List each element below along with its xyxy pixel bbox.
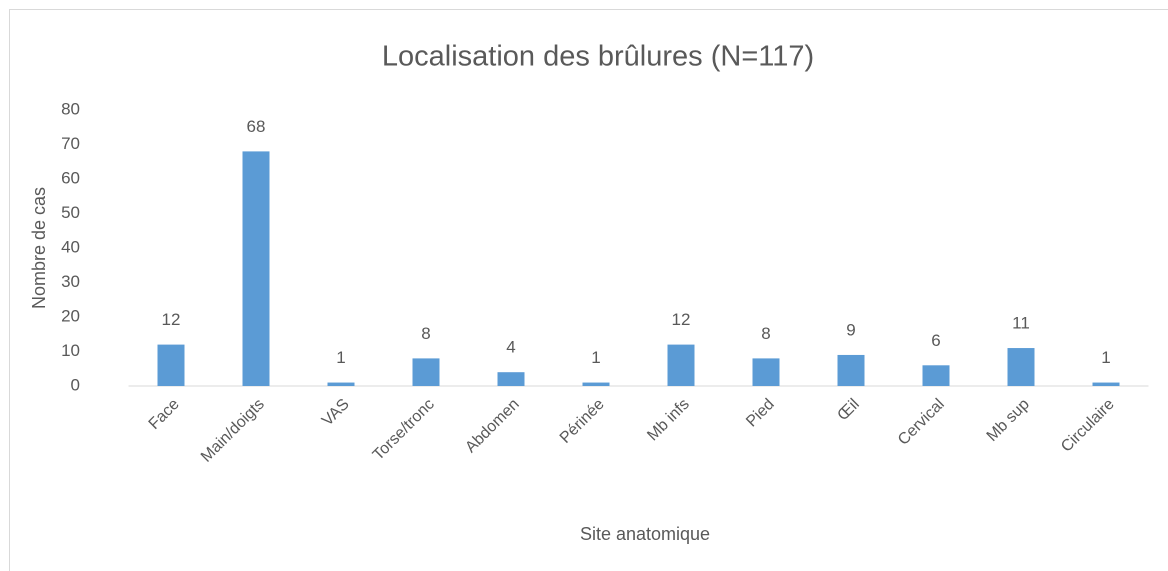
bar — [412, 358, 440, 386]
bar — [922, 365, 950, 386]
chart-title: Localisation des brûlures (N=117) — [382, 41, 814, 73]
bar — [837, 354, 865, 386]
y-tick-label: 0 — [71, 375, 80, 394]
x-tick-label: Pied — [743, 396, 778, 431]
x-tick-label: Périnée — [557, 396, 608, 447]
x-tick-label: Torse/tronc — [370, 396, 438, 464]
bar — [667, 344, 695, 386]
x-tick-label: Mb infs — [644, 396, 693, 445]
x-tick-label: Cervical — [895, 396, 948, 449]
x-tick-label: Face — [146, 396, 183, 433]
value-label: 1 — [591, 348, 600, 367]
value-label: 68 — [247, 117, 266, 136]
bar — [242, 151, 270, 386]
x-axis-label: Site anatomique — [580, 524, 710, 544]
x-tick-label: Main/doigts — [198, 396, 268, 466]
value-label: 4 — [506, 338, 515, 357]
value-label: 9 — [846, 320, 855, 339]
value-label: 11 — [1012, 314, 1030, 333]
x-tick-label: Mb sup — [984, 396, 1033, 445]
y-axis-label: Nombre de cas — [29, 187, 49, 309]
bar — [582, 382, 610, 386]
value-label: 12 — [672, 310, 691, 329]
y-tick-label: 30 — [61, 272, 80, 291]
value-label: 1 — [1101, 348, 1110, 367]
x-tick-label: Œil — [834, 396, 862, 424]
bar — [327, 382, 355, 386]
bar — [157, 344, 185, 386]
bar — [1007, 348, 1035, 386]
value-label: 8 — [761, 324, 770, 343]
x-tick-label: VAS — [319, 396, 353, 430]
value-label: 12 — [162, 310, 181, 329]
y-tick-label: 70 — [61, 134, 80, 153]
bar — [1092, 382, 1120, 386]
chart-border — [9, 9, 1168, 571]
y-tick-label: 80 — [61, 99, 80, 118]
y-tick-label: 50 — [61, 203, 80, 222]
bar — [752, 358, 780, 386]
value-label: 1 — [336, 348, 345, 367]
y-tick-label: 60 — [61, 168, 80, 187]
x-tick-label: Circulaire — [1058, 396, 1118, 456]
bar — [497, 372, 525, 386]
y-tick-label: 40 — [61, 237, 80, 256]
value-label: 8 — [421, 324, 430, 343]
y-tick-label: 10 — [61, 341, 80, 360]
y-tick-label: 20 — [61, 306, 80, 325]
x-tick-label: Abdomen — [462, 396, 522, 456]
value-label: 6 — [931, 331, 940, 350]
